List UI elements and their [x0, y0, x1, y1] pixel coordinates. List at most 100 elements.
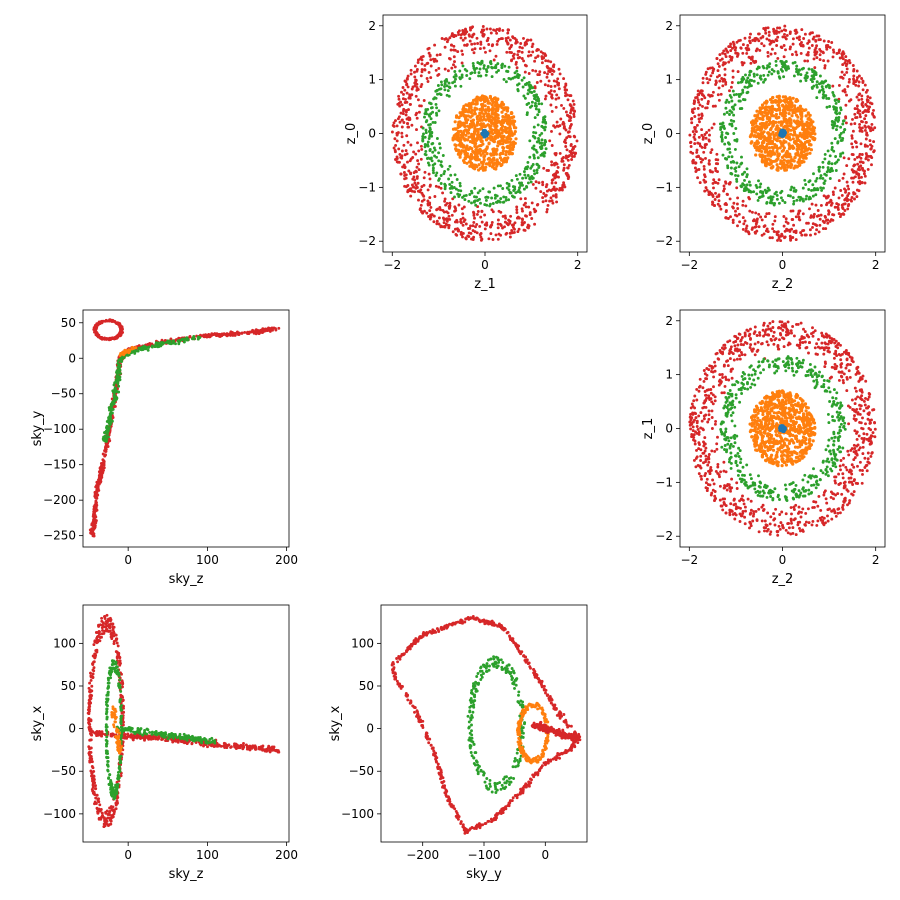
- data-point: [537, 102, 541, 106]
- data-point: [507, 65, 511, 69]
- data-point: [704, 156, 707, 160]
- data-point: [850, 196, 854, 199]
- data-point: [720, 77, 724, 80]
- y-tick-label: 0: [368, 127, 376, 141]
- data-point: [805, 71, 809, 75]
- data-point: [820, 188, 824, 192]
- data-point: [818, 53, 822, 57]
- data-point: [853, 107, 857, 111]
- data-point: [830, 162, 834, 166]
- data-point: [409, 68, 413, 72]
- data-point: [774, 144, 779, 148]
- data-point: [404, 109, 408, 112]
- data-point: [858, 122, 862, 126]
- data-point: [536, 202, 540, 206]
- data-point: [470, 237, 473, 241]
- data-point: [869, 129, 873, 133]
- data-point: [462, 159, 466, 163]
- data-point: [760, 42, 764, 46]
- data-point: [548, 199, 552, 203]
- data-point: [814, 46, 818, 50]
- data-point: [793, 164, 798, 168]
- y-axis-label: z_0: [641, 123, 656, 145]
- data-point: [844, 188, 848, 192]
- data-point: [708, 66, 712, 70]
- data-point: [533, 59, 537, 63]
- data-point: [782, 158, 786, 162]
- data-point: [557, 96, 561, 100]
- data-point: [485, 97, 489, 101]
- data-point: [776, 35, 780, 39]
- data-point: [762, 135, 766, 139]
- data-point: [775, 149, 779, 153]
- data-point: [771, 149, 775, 154]
- data-point: [522, 187, 526, 191]
- data-point: [416, 98, 420, 102]
- data-point: [423, 68, 427, 72]
- data-point: [805, 194, 809, 198]
- data-point: [428, 54, 432, 58]
- data-point: [778, 146, 782, 150]
- data-point: [425, 211, 429, 215]
- data-point: [562, 163, 566, 167]
- data-point: [812, 129, 816, 133]
- data-point: [787, 142, 791, 146]
- data-point: [757, 225, 761, 229]
- data-point: [828, 219, 832, 223]
- data-point: [408, 159, 412, 163]
- data-point: [483, 213, 487, 217]
- data-point: [406, 85, 410, 89]
- data-point: [796, 71, 800, 75]
- data-point: [547, 91, 551, 95]
- data-point: [571, 106, 575, 110]
- data-point: [827, 212, 831, 216]
- data-point: [839, 75, 843, 79]
- data-point: [823, 157, 827, 161]
- data-point: [804, 140, 808, 144]
- data-point: [500, 110, 504, 114]
- data-point: [708, 78, 712, 82]
- data-point: [468, 160, 472, 164]
- data-point: [697, 100, 701, 104]
- data-point: [480, 220, 484, 224]
- data-point: [742, 183, 746, 187]
- data-point: [462, 104, 466, 108]
- data-point: [797, 215, 801, 219]
- data-point: [515, 66, 519, 70]
- data-point: [857, 155, 861, 159]
- data-point: [690, 117, 693, 121]
- data-point: [777, 94, 781, 98]
- data-point: [698, 181, 702, 185]
- data-point: [514, 41, 518, 45]
- data-point: [413, 81, 417, 85]
- data-point: [533, 222, 537, 226]
- x-tick-label: −2: [680, 258, 698, 272]
- data-point: [697, 135, 701, 139]
- data-point: [444, 203, 448, 207]
- data-point: [506, 31, 510, 35]
- data-point: [802, 37, 806, 40]
- data-point: [474, 158, 478, 162]
- data-point: [806, 111, 810, 115]
- data-point: [818, 58, 822, 62]
- data-point: [835, 52, 839, 55]
- data-point: [478, 67, 482, 71]
- data-point: [481, 34, 485, 38]
- data-point: [437, 222, 441, 226]
- data-point: [741, 227, 745, 231]
- data-point: [766, 115, 770, 119]
- data-point: [438, 205, 442, 209]
- data-point: [703, 146, 707, 150]
- data-point: [433, 43, 437, 47]
- data-point: [866, 95, 870, 99]
- data-point: [761, 191, 765, 195]
- data-point: [565, 88, 569, 92]
- data-point: [845, 67, 849, 71]
- series-1: [92, 318, 125, 342]
- data-point: [490, 208, 494, 212]
- data-point: [419, 104, 423, 108]
- data-point: [544, 147, 548, 151]
- series-1: [718, 59, 847, 207]
- data-point: [467, 231, 471, 235]
